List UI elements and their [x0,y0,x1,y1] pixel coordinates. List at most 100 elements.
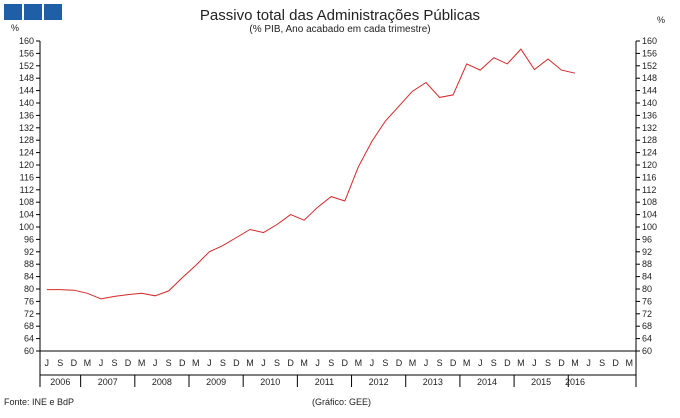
x-month-label: D [450,358,457,368]
y-tick-label-right: 140 [642,98,657,108]
x-month-label: M [355,358,363,368]
x-month-label: J [532,358,537,368]
x-month-label: D [179,358,186,368]
series-line [46,48,576,300]
y-tick-label-right: 120 [642,160,657,170]
y-tick-label-left: 104 [19,210,34,220]
x-month-label: M [571,358,579,368]
y-tick-label-right: 100 [642,222,657,232]
y-tick-label-left: 156 [19,48,34,58]
y-tick-label-right: 108 [642,197,657,207]
x-month-label: J [370,358,375,368]
y-tick-label-left: 116 [20,172,34,182]
y-tick-label-right: 80 [642,284,652,294]
x-month-label: J [315,358,320,368]
x-month-label: S [328,358,334,368]
x-month-label: M [409,358,417,368]
x-month-label: J [45,358,50,368]
x-month-label: S [57,358,63,368]
x-month-label: S [599,358,605,368]
x-year-label: 2007 [98,377,118,387]
x-year-label: 2013 [423,377,443,387]
y-tick-label-left: 100 [19,222,34,232]
x-month-label: D [396,358,403,368]
x-month-label: D [504,358,511,368]
x-month-label: D [342,358,349,368]
y-tick-label-right: 160 [642,36,657,46]
y-tick-label-right: 152 [642,61,657,71]
y-tick-label-left: 160 [19,36,34,46]
x-month-label: M [84,358,92,368]
x-month-label: J [99,358,104,368]
y-tick-label-left: 136 [19,110,34,120]
logo-square-2 [24,4,42,20]
y-tick-label-right: 64 [642,334,652,344]
x-month-label: D [287,358,294,368]
y-tick-label-left: 80 [24,284,34,294]
y-tick-label-left: 88 [24,259,34,269]
y-tick-label-right: 60 [642,346,652,356]
x-month-label: M [625,358,633,368]
x-month-label: D [612,358,619,368]
x-month-label: J [478,358,483,368]
x-month-label: J [261,358,266,368]
x-month-label: M [517,358,525,368]
x-month-label: M [192,358,200,368]
y-tick-label-left: 60 [24,346,34,356]
x-month-label: S [220,358,226,368]
x-year-label: 2008 [152,377,172,387]
x-month-label: S [111,358,117,368]
y-tick-label-right: 92 [642,247,652,257]
y-tick-label-right: 112 [642,185,656,195]
x-year-label: 2014 [477,377,497,387]
x-month-label: D [558,358,565,368]
y-tick-label-left: 64 [24,334,34,344]
y-tick-label-right: 76 [642,296,652,306]
x-year-label: 2016 [565,377,585,387]
source-note: Fonte: INE e BdP [4,397,75,407]
y-tick-label-left: 68 [24,321,34,331]
y-tick-label-left: 152 [19,61,34,71]
y-tick-label-left: 120 [19,160,34,170]
x-year-label: 2011 [315,377,334,387]
y-tick-label-right: 88 [642,259,652,269]
y-tick-label-left: 108 [19,197,34,207]
y-tick-label-right: 144 [642,86,657,96]
y-tick-label-right: 128 [642,135,657,145]
y-tick-label-right: 116 [642,172,656,182]
x-month-label: J [153,358,158,368]
y-tick-label-left: 144 [19,86,34,96]
x-month-label: S [274,358,280,368]
x-month-label: S [545,358,551,368]
y-tick-label-right: 156 [642,48,657,58]
x-month-label: S [166,358,172,368]
y-tick-label-right: 84 [642,272,652,282]
x-year-label: 2009 [206,377,226,387]
x-month-label: S [382,358,388,368]
y-tick-label-right: 124 [642,148,657,158]
y-tick-label-left: 92 [24,247,34,257]
chart-subtitle: (% PIB, Ano acabado em cada trimestre) [249,24,431,35]
y-tick-label-left: 132 [19,123,34,133]
logo-square-1 [4,4,22,20]
y-tick-label-left: 72 [24,309,34,319]
y-tick-label-left: 84 [24,272,34,282]
y-tick-label-right: 132 [642,123,657,133]
y-tick-label-left: 128 [19,135,34,145]
x-year-label: 2012 [369,377,389,387]
y-tick-label-right: 96 [642,234,652,244]
logo-square-3 [44,4,62,20]
x-month-label: S [491,358,497,368]
y-tick-label-right: 72 [642,309,652,319]
y-tick-label-left: 140 [19,98,34,108]
y-tick-label-left: 112 [20,185,34,195]
credit-note: (Gráfico: GEE) [312,397,372,407]
y-tick-label-left: 76 [24,296,34,306]
x-month-label: J [586,358,591,368]
x-month-label: M [300,358,308,368]
x-month-label: J [207,358,212,368]
y-tick-label-left: 124 [19,148,34,158]
x-month-label: D [125,358,132,368]
y-tick-label-right: 148 [642,73,657,83]
y-tick-label-right: 104 [642,210,657,220]
